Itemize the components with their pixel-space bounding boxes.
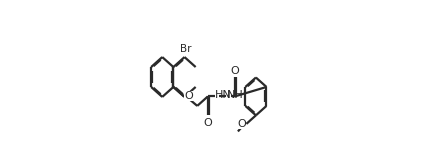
Text: O: O <box>184 91 193 101</box>
Text: NH: NH <box>227 90 243 100</box>
Text: HN: HN <box>215 90 232 100</box>
Text: Br: Br <box>180 44 191 54</box>
Text: O: O <box>237 119 246 129</box>
Text: O: O <box>230 66 239 76</box>
Text: O: O <box>203 118 212 128</box>
